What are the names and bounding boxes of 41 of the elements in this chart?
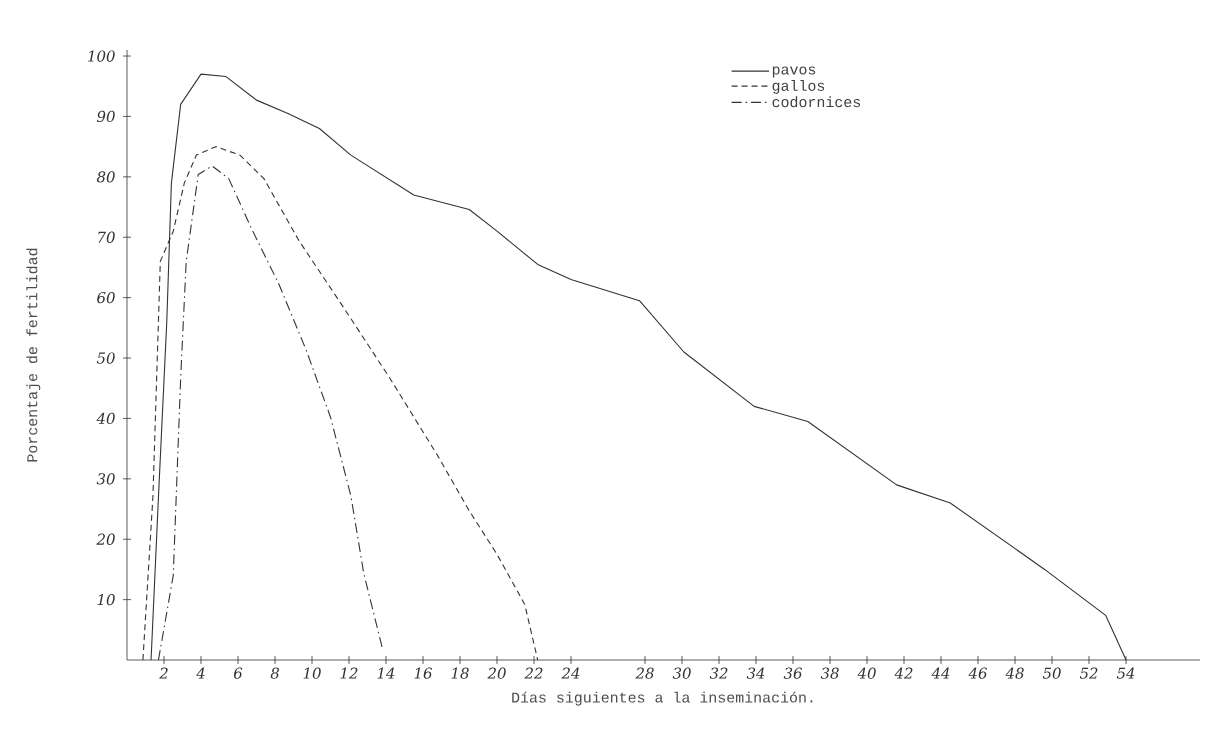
y-tick-label: 40 <box>96 412 115 425</box>
x-tick-label: 32 <box>709 667 728 679</box>
x-tick-label: 14 <box>377 667 395 679</box>
y-tick-label: 30 <box>96 473 115 485</box>
y-tick-label: 60 <box>97 291 115 304</box>
x-tick-label: 8 <box>270 667 279 679</box>
y-tick-label: 80 <box>96 171 115 183</box>
legend-label: gallos <box>772 79 825 94</box>
x-tick-label: 6 <box>233 667 243 679</box>
x-tick-label: 46 <box>968 667 988 679</box>
x-tick-label: 18 <box>451 667 469 679</box>
x-tick-label: 44 <box>931 667 950 679</box>
x-tick-label: 4 <box>196 667 205 679</box>
y-tick-label: 10 <box>97 593 115 606</box>
x-tick-label: 52 <box>1079 667 1098 679</box>
x-tick-label: 42 <box>894 667 913 679</box>
y-tick-label: 20 <box>96 533 115 545</box>
y-tick-label: 90 <box>97 110 115 123</box>
x-tick-label: 48 <box>1005 667 1024 679</box>
x-axis-title: Días siguientes a la inseminación. <box>512 691 813 706</box>
x-tick-label: 22 <box>524 667 543 679</box>
y-tick-label: 50 <box>96 352 115 364</box>
x-tick-label: 36 <box>783 667 803 679</box>
x-tick-label: 38 <box>820 667 839 679</box>
x-tick-label: 40 <box>857 667 876 679</box>
legend-label: codornices <box>772 96 861 108</box>
y-tick-label: 100 <box>88 50 115 62</box>
x-tick-label: 20 <box>487 667 506 679</box>
x-tick-label: 10 <box>303 667 321 679</box>
x-tick-label: 28 <box>635 667 654 679</box>
x-tick-label: 24 <box>561 667 580 679</box>
x-tick-label: 50 <box>1042 667 1061 679</box>
x-tick-label: 34 <box>746 667 765 679</box>
x-tick-label: 16 <box>414 667 433 679</box>
y-tick-label: 70 <box>98 231 115 243</box>
x-tick-label: 2 <box>159 667 168 679</box>
legend-label: pavos <box>772 66 816 78</box>
x-tick-label: 30 <box>672 667 691 679</box>
x-tick-label: 12 <box>340 667 358 679</box>
y-axis-title: Porcentaje de fertilidad <box>26 248 41 462</box>
x-tick-label: 54 <box>1116 667 1135 679</box>
